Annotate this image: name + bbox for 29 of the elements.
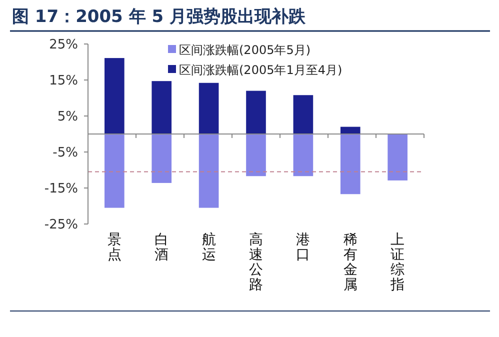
y-tick-label: -25% <box>44 218 78 233</box>
x-tick-label: 白酒 <box>154 232 169 263</box>
y-tick-label: 25% <box>49 38 78 53</box>
y-tick-label: -5% <box>52 146 78 161</box>
bar <box>246 90 266 134</box>
x-tick-label: 港口 <box>296 232 310 263</box>
bar <box>340 126 360 134</box>
bar <box>198 82 219 134</box>
bar <box>152 134 172 183</box>
chart-title: 图 17：2005 年 5 月强势股出现补跌 <box>12 7 306 27</box>
x-tick-label: 航运 <box>202 232 216 263</box>
legend-label: 区间涨跌幅(2005年1月至4月) <box>179 63 342 78</box>
bar <box>246 134 266 176</box>
x-tick-label: 稀有金属 <box>343 232 358 293</box>
y-tick-label: 15% <box>49 74 78 89</box>
bar <box>152 81 172 134</box>
y-tick-label: 5% <box>57 110 78 125</box>
bar <box>293 95 314 134</box>
y-tick-label: -15% <box>44 182 78 197</box>
x-tick-label: 上证综指 <box>390 232 405 293</box>
bar <box>198 134 219 208</box>
bar <box>293 134 314 176</box>
bar <box>388 134 408 180</box>
x-tick-label: 高速公路 <box>249 232 263 293</box>
bar <box>104 134 124 208</box>
x-tick-label: 景点 <box>107 232 122 263</box>
bar <box>104 58 124 134</box>
bar <box>340 134 360 194</box>
legend-label: 区间涨跌幅(2005年5月) <box>179 43 311 58</box>
